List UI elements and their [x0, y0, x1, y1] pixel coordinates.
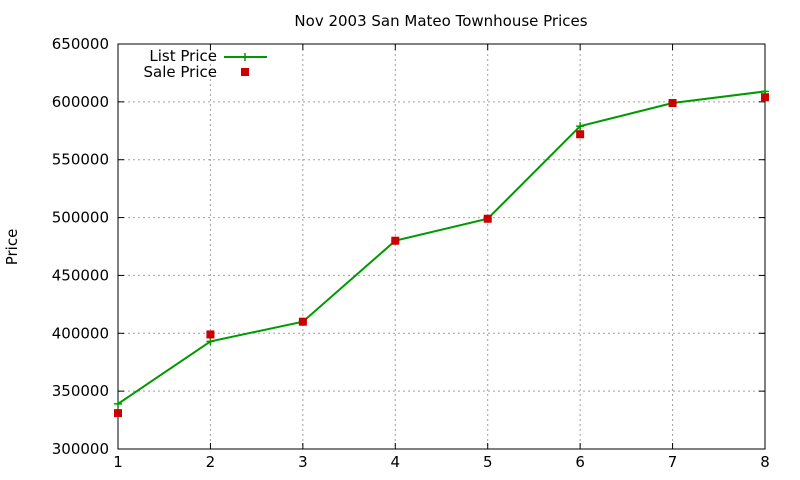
legend: List Price Sale Price — [144, 47, 267, 81]
x-tick-label: 8 — [760, 453, 770, 471]
y-tick-label: 600000 — [52, 93, 109, 111]
x-tick-label: 2 — [206, 453, 216, 471]
sale-price-point — [576, 130, 585, 139]
x-tick-label: 7 — [668, 453, 678, 471]
y-tick-label: 350000 — [52, 382, 109, 400]
y-tick-label: 550000 — [52, 151, 109, 169]
x-tick-label: 1 — [113, 453, 123, 471]
x-tick-label: 5 — [483, 453, 493, 471]
legend-label-sale-price: Sale Price — [144, 63, 217, 81]
sale-price-point — [391, 236, 400, 245]
y-tick-label: 500000 — [52, 209, 109, 227]
list-price-point — [114, 399, 122, 408]
legend-marker-sale-price — [241, 68, 249, 76]
list-price-line — [117, 90, 766, 405]
sale-price-point — [668, 99, 677, 108]
y-axis-label: Price — [3, 229, 21, 266]
x-tick-label: 4 — [391, 453, 401, 471]
y-tick-label: 400000 — [52, 324, 109, 342]
legend-marker-list-price — [241, 53, 249, 61]
axis-ticks: 300000 350000 400000 450000 500000 550000 6000… — [52, 35, 770, 471]
y-tick-label: 650000 — [52, 35, 109, 53]
y-tick-label: 300000 — [52, 440, 109, 458]
x-tick-label: 3 — [298, 453, 308, 471]
x-tick-label: 6 — [575, 453, 585, 471]
sale-price-point — [114, 409, 122, 418]
sale-price-point — [483, 214, 492, 223]
series-layer — [114, 87, 769, 418]
list-price-point — [576, 122, 585, 131]
sale-price-point — [206, 330, 215, 339]
plot-frame — [117, 43, 766, 450]
sale-price-point — [761, 93, 769, 102]
y-tick-label: 450000 — [52, 266, 109, 284]
chart-title: Nov 2003 San Mateo Townhouse Prices — [294, 12, 587, 30]
legend-label-list-price: List Price — [149, 47, 217, 65]
sale-price-point — [298, 317, 307, 326]
list-price-point — [206, 337, 215, 346]
